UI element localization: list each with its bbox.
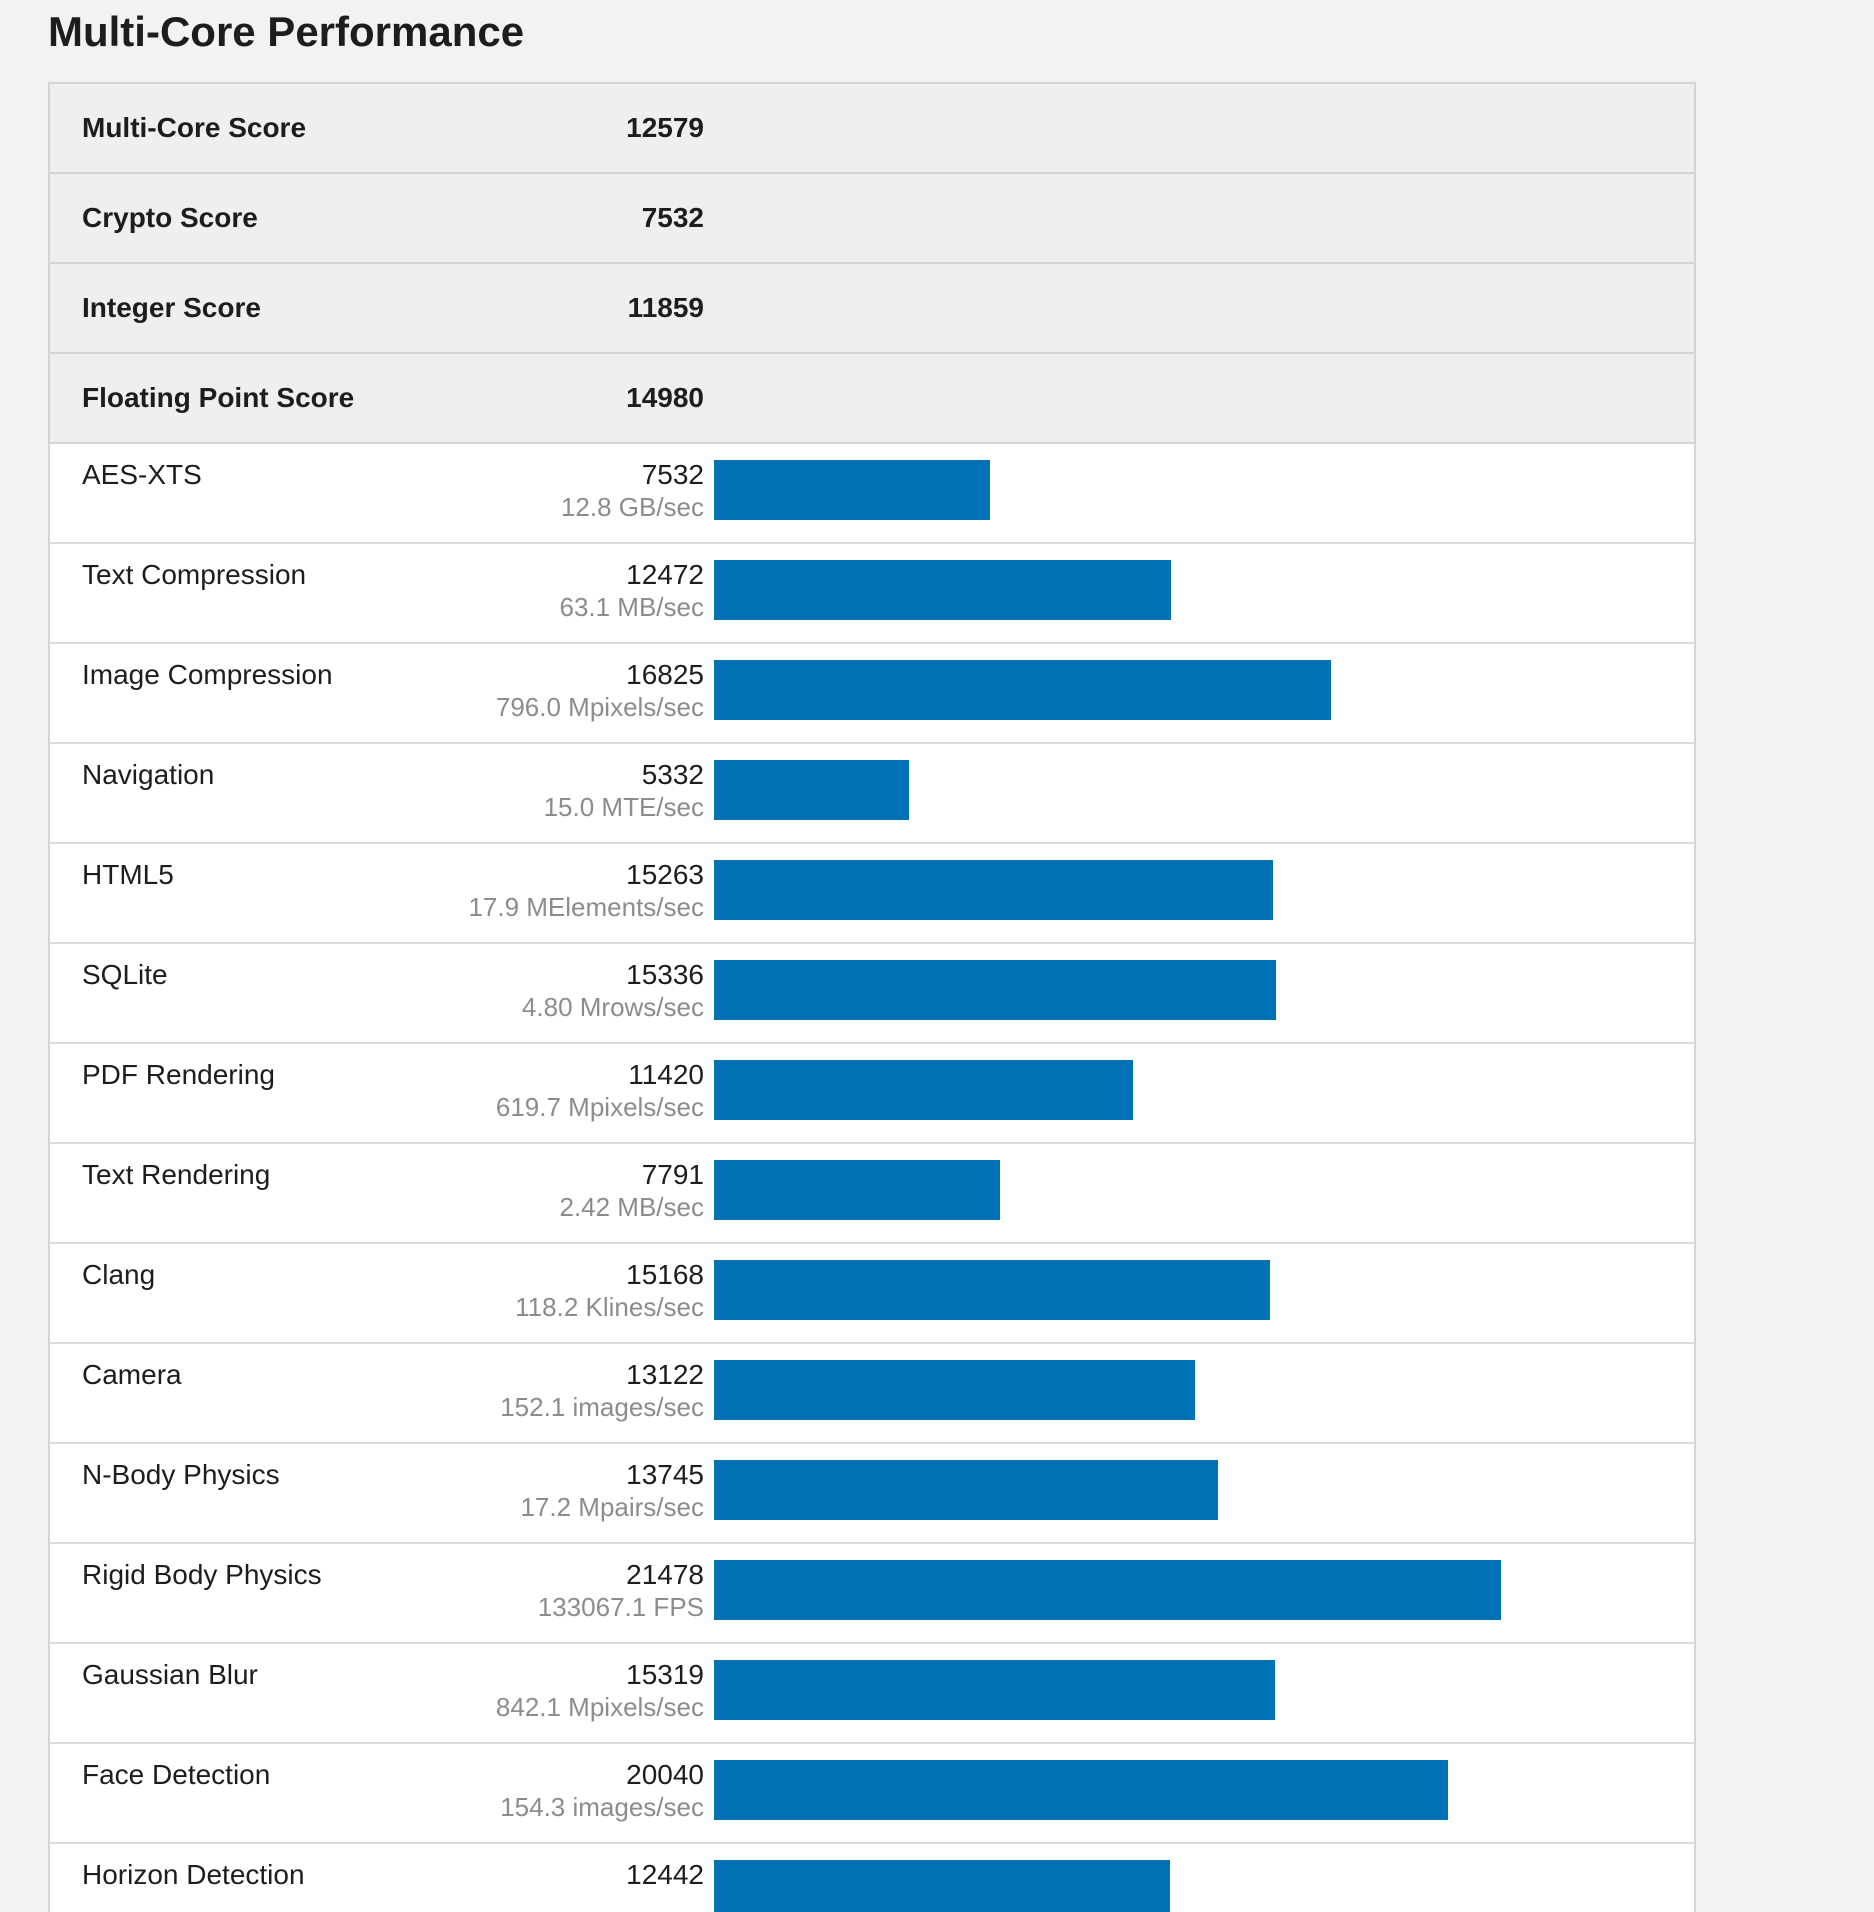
benchmark-score-bar (714, 460, 990, 520)
benchmark-throughput: 154.3 images/sec (500, 1792, 704, 1822)
benchmark-throughput: 133067.1 FPS (537, 1592, 704, 1622)
benchmark-score: 7791 (641, 1159, 704, 1190)
benchmark-label: Face Detection (82, 1759, 271, 1790)
benchmark-score-bar (714, 1660, 1275, 1720)
benchmark-score-bar (714, 560, 1171, 620)
benchmark-label: Text Rendering (82, 1159, 271, 1190)
benchmark-score: 5332 (641, 759, 704, 790)
benchmark-row: Image Compression 16825 796.0 Mpixels/sec (50, 644, 1694, 744)
summary-label: Crypto Score (82, 202, 258, 233)
benchmark-throughput: 152.1 images/sec (500, 1392, 704, 1422)
benchmark-row: Face Detection 20040 154.3 images/sec (50, 1744, 1694, 1844)
benchmark-throughput: 17.9 MElements/sec (468, 892, 704, 922)
benchmark-score-bar (714, 1260, 1270, 1320)
benchmark-score-bar (714, 960, 1276, 1020)
summary-score: 14980 (626, 382, 704, 413)
summary-score: 7532 (641, 202, 704, 233)
benchmark-score-bar (714, 1460, 1218, 1520)
summary-score: 11859 (627, 292, 704, 323)
benchmark-label: Navigation (82, 759, 215, 790)
benchmark-label: Horizon Detection (82, 1859, 305, 1890)
benchmark-score: 16825 (626, 659, 704, 690)
benchmark-label: Camera (82, 1359, 182, 1390)
benchmark-score-bar (714, 1060, 1133, 1120)
benchmark-row: Text Compression 12472 63.1 MB/sec (50, 544, 1694, 644)
summary-row-crypto: Crypto Score 7532 (50, 174, 1694, 264)
benchmark-score: 7532 (641, 459, 704, 490)
page-title: Multi-Core Performance (48, 8, 525, 55)
benchmark-score: 20040 (626, 1759, 704, 1790)
benchmark-score-bar (714, 1860, 1170, 1912)
benchmark-label: Text Compression (82, 559, 307, 590)
benchmark-label: PDF Rendering (82, 1059, 275, 1090)
benchmark-score-bar (714, 1560, 1501, 1620)
summary-row-floating-point: Floating Point Score 14980 (50, 354, 1694, 444)
benchmark-score: 13745 (626, 1459, 704, 1490)
benchmark-row: Camera 13122 152.1 images/sec (50, 1344, 1694, 1444)
benchmark-row: Navigation 5332 15.0 MTE/sec (50, 744, 1694, 844)
benchmark-throughput: 15.0 MTE/sec (543, 792, 704, 822)
benchmark-label: Rigid Body Physics (82, 1559, 322, 1590)
benchmark-label: HTML5 (82, 859, 174, 890)
benchmark-score-bar (714, 1160, 1000, 1220)
benchmark-score-bar (714, 1760, 1448, 1820)
benchmark-score: 12472 (626, 559, 704, 590)
benchmark-row: AES-XTS 7532 12.8 GB/sec (50, 444, 1694, 544)
benchmark-score: 21478 (626, 1559, 704, 1590)
benchmark-label: SQLite (82, 959, 168, 990)
summary-label: Floating Point Score (82, 382, 355, 413)
benchmark-throughput: 796.0 Mpixels/sec (495, 692, 704, 722)
benchmark-row: N-Body Physics 13745 17.2 Mpairs/sec (50, 1444, 1694, 1544)
benchmark-score-bar (714, 760, 909, 820)
benchmark-label: AES-XTS (82, 459, 202, 490)
summary-row-multi-core: Multi-Core Score 12579 (50, 84, 1694, 174)
benchmark-row: SQLite 15336 4.80 Mrows/sec (50, 944, 1694, 1044)
benchmark-score: 15319 (626, 1659, 704, 1690)
benchmark-throughput: 17.2 Mpairs/sec (520, 1492, 704, 1522)
benchmark-row: Horizon Detection 12442 (50, 1844, 1694, 1912)
benchmark-throughput: 12.8 GB/sec (560, 492, 704, 522)
benchmark-score-bar (714, 1360, 1195, 1420)
benchmark-label: N-Body Physics (82, 1459, 280, 1490)
results-table: Multi-Core Score 12579 Crypto Score 7532… (48, 82, 1696, 1912)
benchmark-score-bar (714, 660, 1331, 720)
benchmark-throughput: 4.80 Mrows/sec (521, 992, 704, 1022)
benchmark-row: Gaussian Blur 15319 842.1 Mpixels/sec (50, 1644, 1694, 1744)
benchmark-row: HTML5 15263 17.9 MElements/sec (50, 844, 1694, 944)
benchmark-score: 15263 (626, 859, 704, 890)
benchmark-throughput: 2.42 MB/sec (559, 1192, 704, 1222)
benchmark-throughput: 842.1 Mpixels/sec (495, 1692, 704, 1722)
summary-label: Integer Score (82, 292, 261, 323)
benchmark-row: Rigid Body Physics 21478 133067.1 FPS (50, 1544, 1694, 1644)
summary-score: 12579 (626, 112, 704, 143)
benchmark-throughput: 63.1 MB/sec (559, 592, 704, 622)
benchmark-label: Clang (82, 1259, 156, 1290)
benchmark-row: Text Rendering 7791 2.42 MB/sec (50, 1144, 1694, 1244)
benchmark-score: 12442 (626, 1859, 704, 1890)
benchmark-row: Clang 15168 118.2 Klines/sec (50, 1244, 1694, 1344)
benchmark-label: Gaussian Blur (82, 1659, 258, 1690)
benchmark-list: AES-XTS 7532 12.8 GB/sec Text Compression 12… (50, 444, 1694, 1912)
benchmark-score: 15168 (626, 1259, 704, 1290)
benchmark-score: 15336 (626, 959, 704, 990)
benchmark-label: Image Compression (82, 659, 333, 690)
benchmark-score-bar (714, 860, 1273, 920)
benchmark-row: PDF Rendering 11420 619.7 Mpixels/sec (50, 1044, 1694, 1144)
summary-row-integer: Integer Score 11859 (50, 264, 1694, 354)
benchmark-throughput: 118.2 Klines/sec (515, 1292, 704, 1322)
summary-label: Multi-Core Score (82, 112, 307, 143)
benchmark-score: 13122 (626, 1359, 704, 1390)
benchmark-score: 11420 (628, 1059, 704, 1090)
benchmark-throughput: 619.7 Mpixels/sec (495, 1092, 704, 1122)
